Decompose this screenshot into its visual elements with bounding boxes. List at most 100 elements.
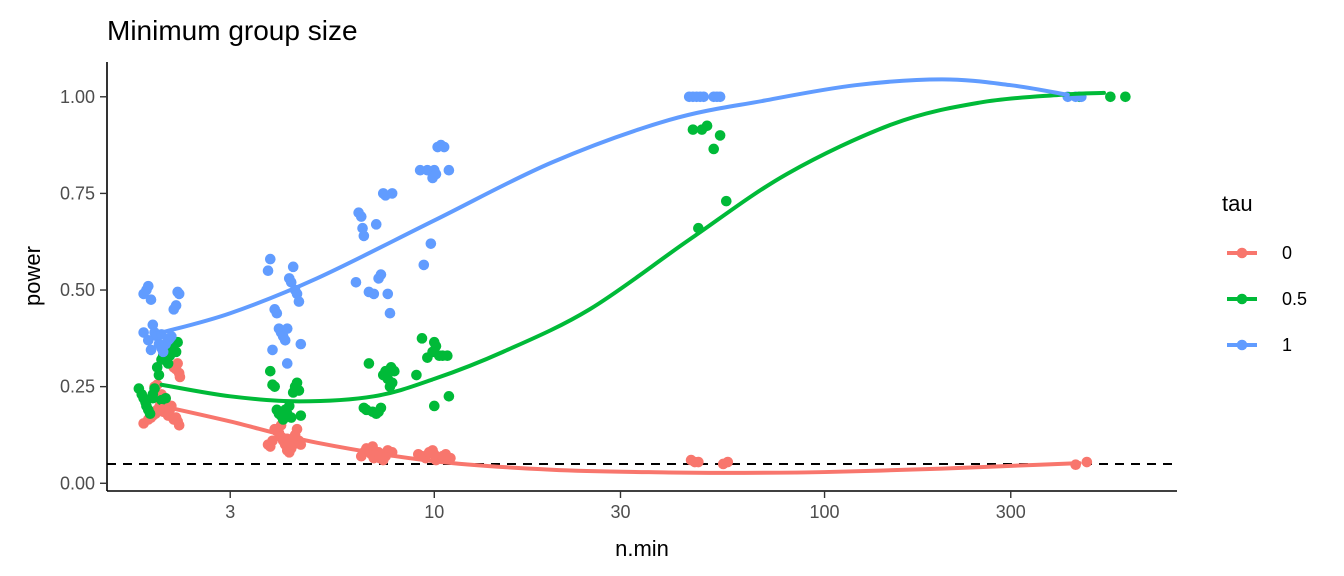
data-point — [262, 265, 274, 277]
data-point — [160, 392, 171, 404]
data-point — [1081, 456, 1093, 468]
data-point — [281, 323, 293, 334]
data-point — [142, 280, 154, 292]
fit-lines-layer — [159, 77, 1106, 475]
data-point — [267, 344, 278, 356]
legend: tau 00.51 — [1222, 191, 1307, 355]
data-point — [271, 307, 283, 319]
legend-title: tau — [1222, 191, 1253, 216]
data-point — [714, 130, 726, 141]
data-point — [385, 362, 397, 373]
data-point — [386, 188, 398, 199]
legend-items: 00.51 — [1227, 243, 1307, 355]
y-tick-label: 1.00 — [60, 87, 95, 107]
data-point — [443, 164, 455, 176]
data-point — [370, 219, 382, 230]
data-point — [170, 300, 182, 311]
data-point — [147, 392, 159, 404]
data-point — [384, 307, 396, 319]
y-tick-label: 0.00 — [60, 473, 95, 493]
x-tick-label: 10 — [424, 502, 444, 522]
chart-title: Minimum group size — [107, 15, 358, 46]
ticks-layer: 3 10 30 100 300 0.00 0.25 0.50 0.75 1.00 — [60, 87, 1026, 522]
data-point — [425, 238, 437, 249]
data-point — [145, 344, 157, 356]
data-point — [293, 385, 305, 396]
data-point — [358, 230, 370, 242]
data-point — [269, 381, 280, 392]
x-tick-label: 30 — [610, 502, 630, 522]
data-point — [693, 456, 704, 468]
y-tick-label: 0.25 — [60, 377, 95, 397]
data-point — [722, 456, 734, 468]
series-points-1 — [138, 91, 1087, 369]
legend-label: 0.5 — [1282, 289, 1307, 309]
fit-line-0.5 — [159, 90, 1106, 404]
x-tick-label: 300 — [996, 502, 1026, 522]
data-point — [411, 369, 422, 381]
data-point — [720, 195, 732, 207]
data-point — [173, 288, 185, 300]
data-point — [279, 334, 291, 346]
data-point — [418, 259, 430, 271]
legend-item-0.5: 0.5 — [1227, 289, 1307, 309]
data-point — [172, 358, 183, 369]
data-point — [287, 261, 299, 273]
data-point — [144, 408, 156, 420]
data-point — [375, 269, 387, 280]
data-point — [174, 371, 186, 383]
data-point — [430, 340, 442, 352]
legend-item-1: 1 — [1227, 335, 1292, 355]
data-point — [291, 423, 303, 435]
legend-key-point — [1236, 339, 1248, 351]
fit-line-1 — [159, 77, 1070, 335]
legend-label: 1 — [1282, 335, 1292, 355]
legend-key-point — [1236, 293, 1248, 305]
points-layer — [133, 91, 1131, 471]
data-point — [1105, 91, 1116, 103]
data-point — [153, 369, 165, 381]
data-point — [367, 441, 378, 452]
data-point — [149, 383, 160, 394]
data-point — [295, 439, 307, 450]
data-point — [363, 358, 375, 369]
data-point — [443, 391, 455, 402]
legend-key-point — [1236, 247, 1248, 259]
data-point — [698, 91, 709, 103]
data-point — [416, 333, 428, 344]
y-tick-label: 0.75 — [60, 183, 95, 203]
data-point — [382, 288, 394, 300]
data-point — [428, 400, 440, 412]
data-point — [442, 350, 453, 362]
data-point — [430, 168, 442, 180]
data-point — [687, 124, 699, 135]
data-point — [386, 377, 398, 389]
data-point — [1120, 91, 1131, 103]
data-point — [350, 276, 362, 288]
fit-line-0 — [159, 403, 1082, 475]
data-point — [264, 365, 276, 377]
data-point — [267, 435, 278, 447]
data-point — [281, 358, 293, 369]
data-point — [142, 334, 154, 346]
data-point — [145, 294, 157, 305]
y-tick-label: 0.50 — [60, 280, 95, 300]
data-point — [714, 91, 726, 103]
data-point — [355, 211, 367, 222]
x-tick-label: 100 — [810, 502, 840, 522]
data-point — [368, 288, 380, 300]
axes-layer — [106, 62, 1177, 492]
data-point — [170, 346, 182, 358]
data-point — [375, 402, 387, 414]
x-tick-label: 3 — [225, 502, 235, 522]
x-axis-title: n.min — [615, 536, 669, 561]
data-point — [701, 120, 713, 132]
data-point — [295, 410, 307, 421]
legend-item-0: 0 — [1227, 243, 1292, 263]
data-point — [264, 253, 276, 265]
data-point — [166, 331, 177, 342]
data-point — [138, 327, 149, 338]
data-point — [283, 400, 295, 412]
